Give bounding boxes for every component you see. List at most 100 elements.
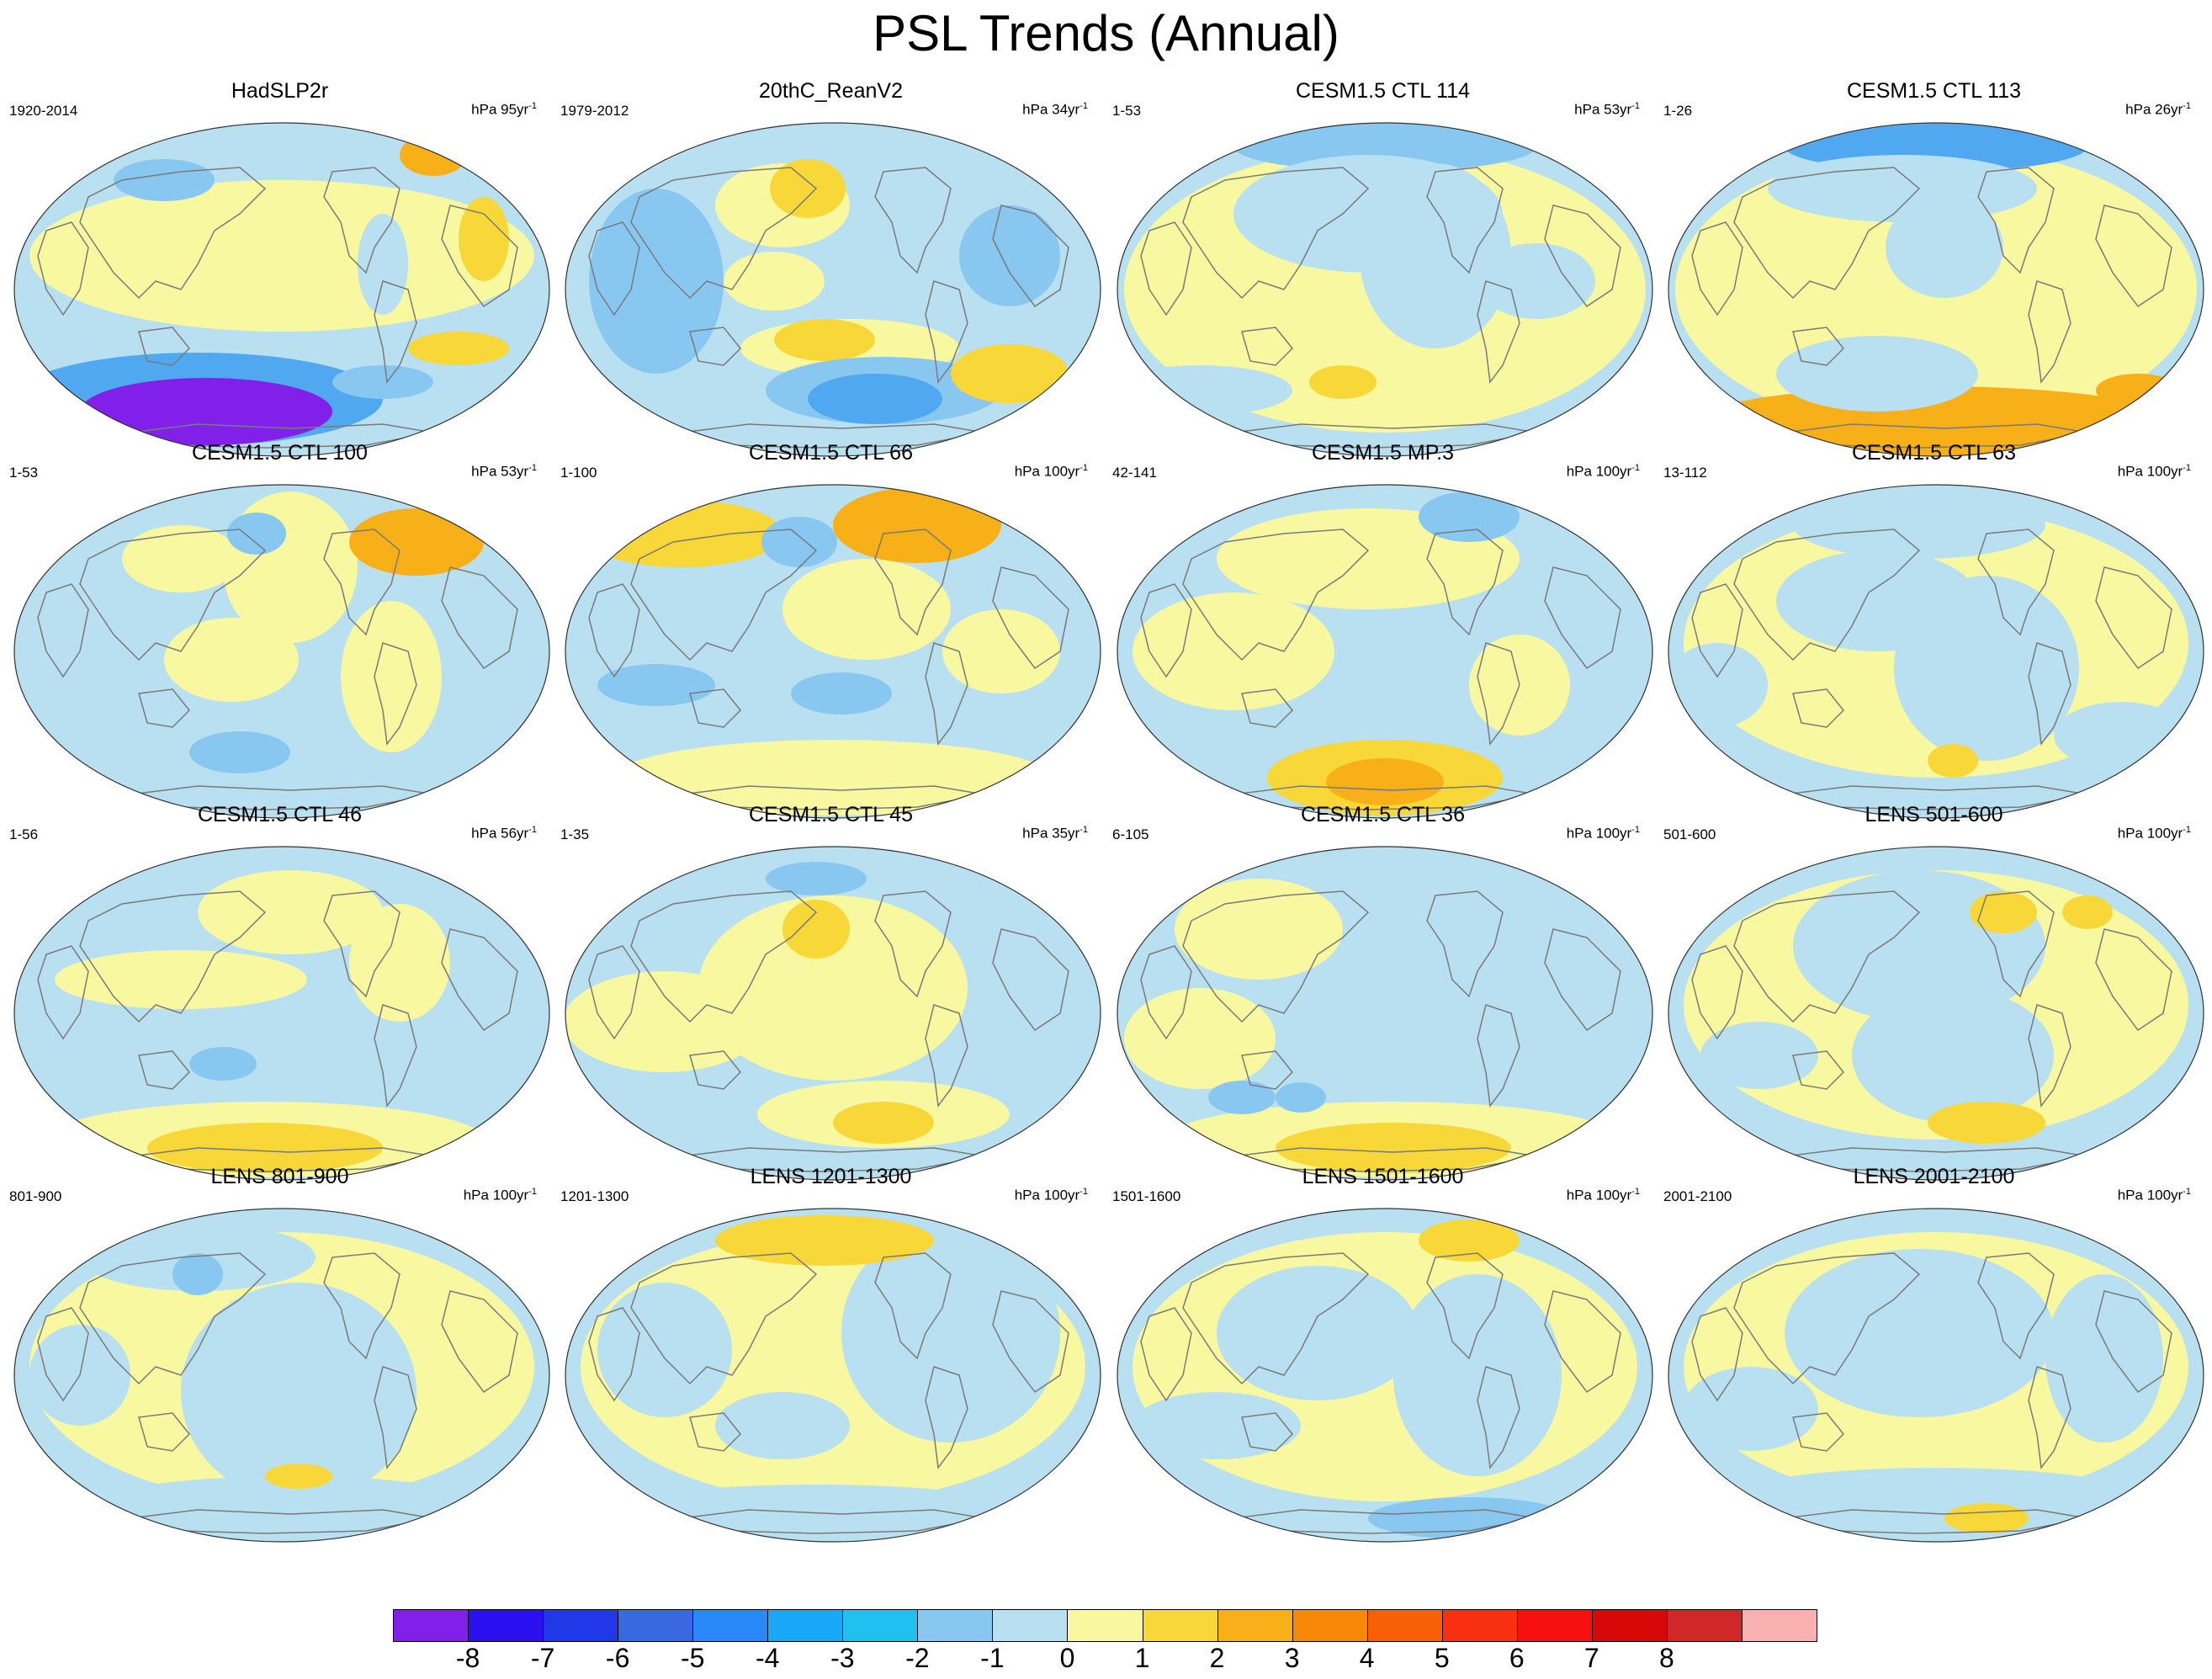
colorbar-box <box>1441 1609 1518 1642</box>
colorbar-box <box>543 1609 619 1642</box>
trend-region <box>614 740 1052 816</box>
trend-region <box>1117 365 1292 416</box>
coastline <box>323 167 400 274</box>
trend-region <box>1175 879 1343 980</box>
coastline <box>1733 890 1921 1023</box>
coastline <box>1691 945 1743 1040</box>
trend-region <box>1668 643 1768 727</box>
map-panel: LENS 501-600 501-600 hPa 100yr-1 <box>1658 801 2209 1181</box>
trend-region <box>1894 576 2079 761</box>
trend-region <box>189 1047 257 1081</box>
coastline <box>79 529 267 662</box>
coastline <box>37 945 89 1040</box>
trend-region <box>1124 988 1276 1089</box>
colorbar-label: 3 <box>1284 1643 1300 1673</box>
map-border <box>1668 484 2204 819</box>
coastline <box>1140 1307 1192 1402</box>
trend-region <box>227 513 286 555</box>
map-border <box>1668 846 2204 1181</box>
coastline <box>1182 1252 1370 1385</box>
coastline <box>689 327 742 366</box>
panel-title: CESM1.5 CTL 45 <box>749 803 913 826</box>
coastline <box>2028 280 2071 384</box>
panel-title: LENS 501-600 <box>1865 803 2003 826</box>
trend-region <box>172 1253 223 1295</box>
coastline <box>441 566 518 670</box>
world-map <box>1668 846 2204 1181</box>
coastline <box>874 167 952 274</box>
world-map <box>1668 122 2204 457</box>
coastline <box>1241 1412 1294 1452</box>
trend-region <box>565 971 766 1072</box>
trend-region <box>341 601 442 752</box>
coastline <box>2095 205 2172 308</box>
colorbar-box <box>1142 1609 1218 1642</box>
trend-region <box>358 214 408 315</box>
coastline <box>37 221 89 316</box>
trend-region <box>1717 1468 2155 1535</box>
coastline <box>1792 1050 1845 1090</box>
trend-region <box>1684 1367 1818 1451</box>
world-map <box>565 846 1101 1181</box>
coastline <box>2095 1290 2172 1394</box>
panel-units: hPa 100yr-1 <box>1566 463 1640 480</box>
coastline <box>1241 1050 1294 1090</box>
trend-region <box>1768 155 2037 222</box>
colorbar-label: -7 <box>530 1643 555 1673</box>
panel-units: hPa 100yr-1 <box>2117 825 2191 842</box>
panel-title: LENS 1501-1600 <box>1302 1165 1464 1188</box>
map-border <box>1668 122 2204 457</box>
coastline <box>1792 327 1845 366</box>
coastline <box>2095 928 2172 1032</box>
panel-units: hPa 56yr-1 <box>471 825 537 842</box>
coastline <box>2028 1366 2071 1469</box>
colorbar-box <box>1292 1609 1368 1642</box>
colorbar <box>393 1609 1817 1644</box>
trend-region <box>1793 491 2045 559</box>
colorbar-label: -2 <box>905 1643 930 1673</box>
coastline <box>874 1252 952 1360</box>
map-panel: CESM1.5 CTL 46 1-56 hPa 56yr-1 <box>4 801 555 1181</box>
colorbar-box <box>1516 1609 1593 1642</box>
trend-region <box>2045 1274 2163 1443</box>
coastline <box>689 688 742 728</box>
coastline <box>1241 327 1294 366</box>
coastline <box>630 1252 818 1385</box>
trend-region <box>774 319 875 361</box>
trend-region <box>761 517 837 567</box>
coastline <box>689 1412 742 1452</box>
coastline <box>925 642 968 746</box>
trend-region <box>1886 197 2003 298</box>
trend-region <box>782 900 850 959</box>
trend-region <box>1477 243 1595 319</box>
trend-region <box>597 664 715 706</box>
coastline <box>1426 167 1504 274</box>
coastline <box>1182 529 1370 662</box>
trend-region <box>698 895 968 1081</box>
coastline <box>689 1050 742 1090</box>
trend-region <box>408 332 509 365</box>
trend-region <box>1133 1392 1301 1459</box>
panel-title: CESM1.5 CTL 113 <box>1846 79 2022 103</box>
colorbar-label: -8 <box>455 1643 480 1673</box>
world-map <box>565 122 1101 457</box>
coastline <box>1544 205 1621 308</box>
coastline <box>992 205 1069 308</box>
coastline <box>1691 221 1743 316</box>
coastline <box>79 167 267 300</box>
map-panel: CESM1.5 CTL 113 1-26 hPa 26yr-1 <box>1658 77 2209 457</box>
panel-units: hPa 53yr-1 <box>1574 101 1640 118</box>
panel-years: 13-112 <box>1663 465 1707 481</box>
coastline <box>1792 1412 1845 1452</box>
world-map <box>13 1208 550 1543</box>
coastline <box>1792 688 1845 728</box>
trend-region <box>724 252 825 311</box>
colorbar-box <box>468 1609 544 1642</box>
colorbar-label: 0 <box>1059 1643 1075 1673</box>
trend-region <box>782 559 951 660</box>
world-map <box>1117 484 1653 819</box>
coastline <box>1544 1290 1621 1394</box>
trend-region <box>770 159 846 218</box>
panel-title: CESM1.5 CTL 63 <box>1852 441 2016 465</box>
coastline <box>1977 167 2055 274</box>
